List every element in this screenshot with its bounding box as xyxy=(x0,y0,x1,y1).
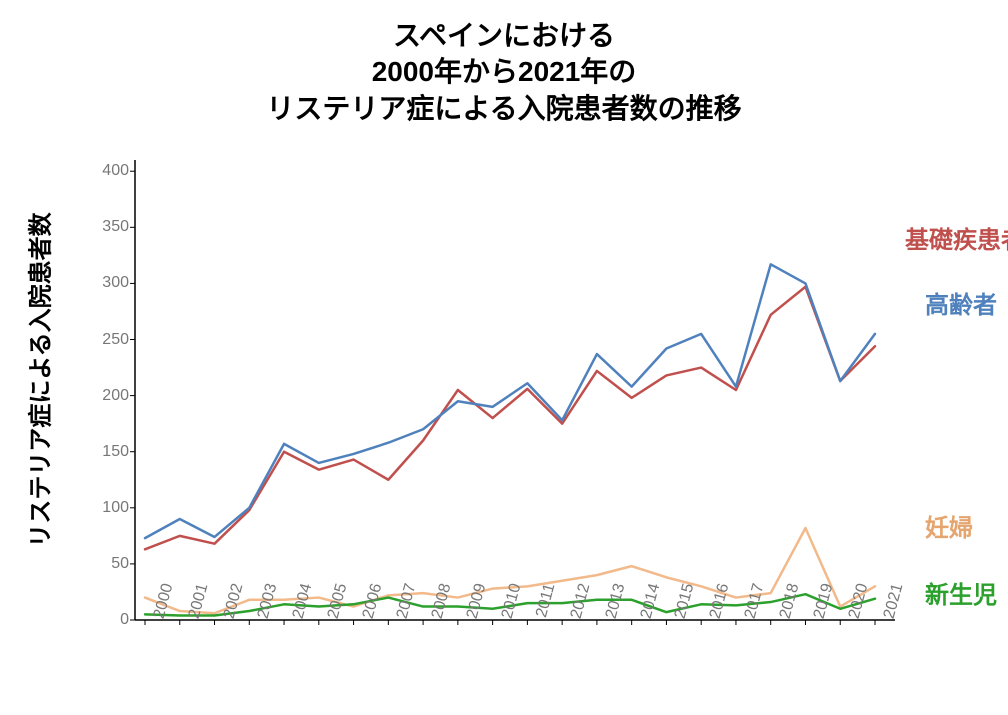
y-tick-label: 0 xyxy=(120,611,135,629)
y-axis-label: リステリア症による入院患者数 xyxy=(21,212,56,547)
chart-container: { "title": { "line1": "スペインにおける", "line2… xyxy=(0,0,1008,715)
series-label-newborn: 新生児 xyxy=(925,575,997,610)
series-label-pregnant: 妊婦 xyxy=(925,508,973,543)
series-label-underlying: 基礎疾患者 xyxy=(905,220,1008,255)
y-tick-label: 300 xyxy=(102,274,135,292)
plot-area: 0501001502002503003504002000200120022003… xyxy=(135,160,895,620)
y-tick-label: 50 xyxy=(111,555,135,573)
series-line-elderly xyxy=(145,264,875,538)
y-tick-label: 200 xyxy=(102,387,135,405)
series-label-elderly: 高齢者 xyxy=(925,285,997,320)
title-line-1: スペインにおける xyxy=(393,20,615,51)
chart-title: スペインにおける 2000年から2021年の リステリア症による入院患者数の推移 xyxy=(0,18,1008,127)
series-line-underlying xyxy=(145,287,875,550)
y-tick-label: 400 xyxy=(102,162,135,180)
y-tick-label: 250 xyxy=(102,331,135,349)
y-tick-label: 100 xyxy=(102,499,135,517)
y-tick-label: 150 xyxy=(102,443,135,461)
title-line-2: 2000年から2021年の xyxy=(372,56,637,87)
y-tick-label: 350 xyxy=(102,218,135,236)
chart-svg xyxy=(135,160,895,620)
title-line-3: リステリア症による入院患者数の推移 xyxy=(266,93,741,124)
